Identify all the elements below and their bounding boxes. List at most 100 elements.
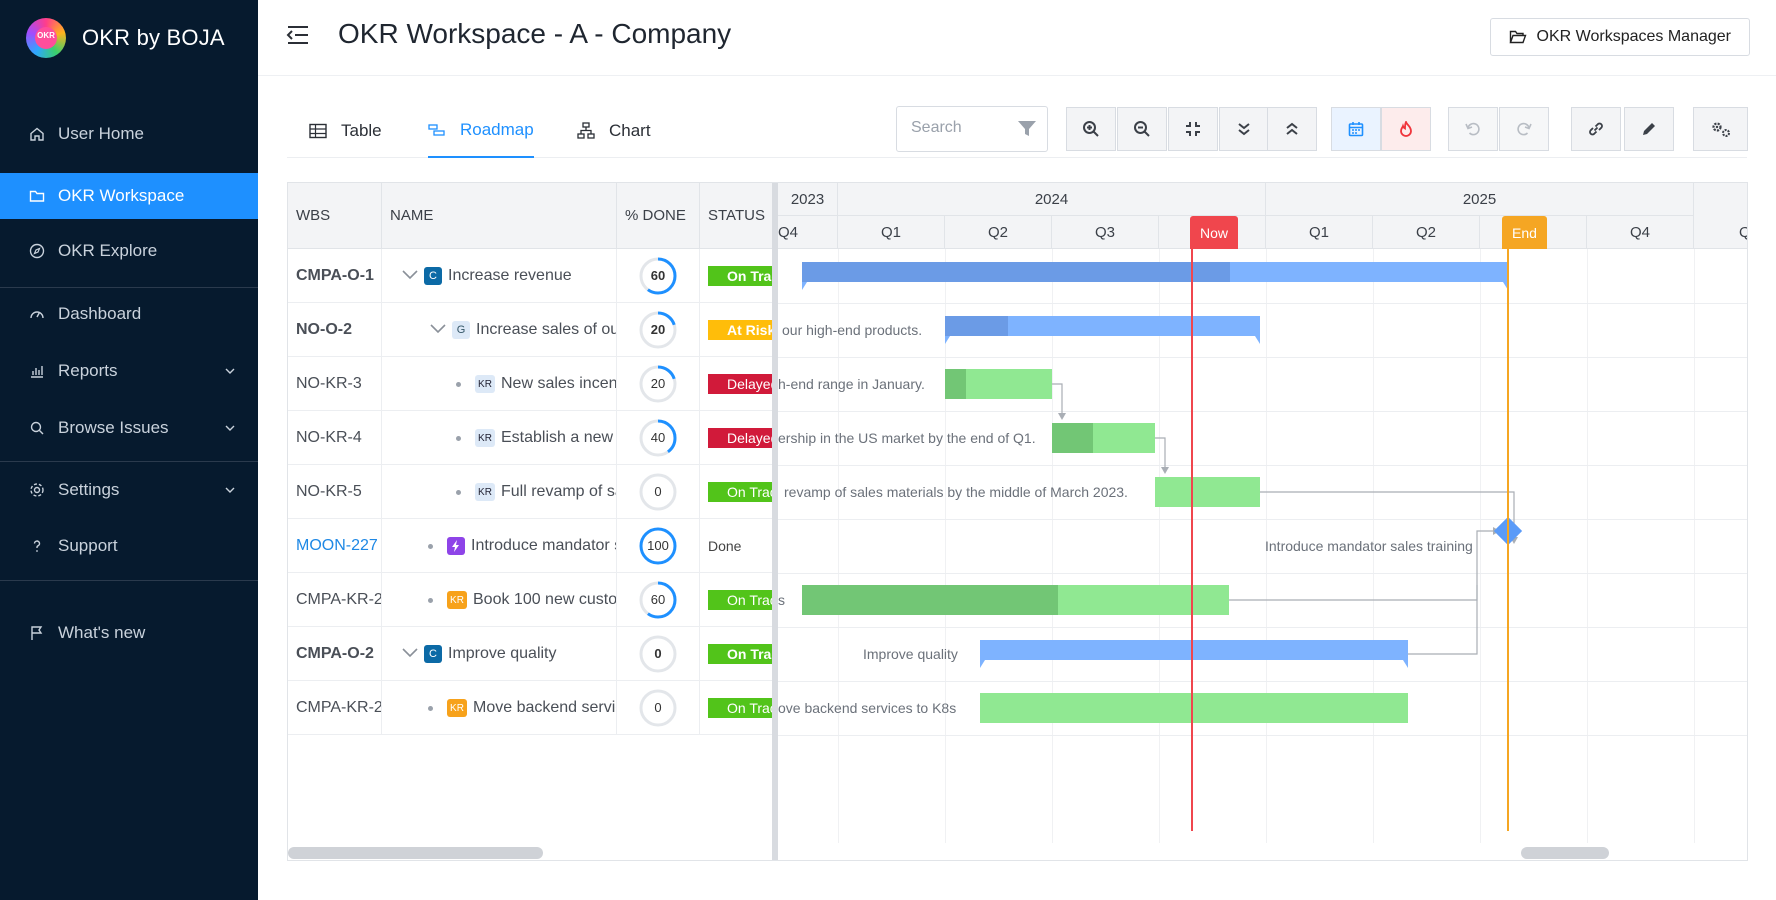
roadmap-icon [428, 124, 445, 136]
zoom-out-button[interactable] [1117, 107, 1167, 151]
table-row[interactable]: CMPA-O-1 C Increase revenue 60 On Track [288, 249, 776, 303]
bar-label: s [778, 592, 785, 608]
zoom-in-button[interactable] [1066, 107, 1116, 151]
table-row[interactable]: NO-KR-5 KR Full revamp of sales material… [288, 465, 776, 519]
roadmap-bar[interactable] [802, 262, 1508, 290]
sidebar-item-dashboard[interactable]: Dashboard [0, 291, 258, 337]
grid-line [838, 249, 839, 843]
timeline-quarter: Q1 [838, 216, 945, 249]
bar-label: h-end range in January. [778, 376, 925, 392]
redo-icon [1517, 122, 1532, 136]
progress-value: 20 [650, 376, 666, 391]
wbs-link[interactable]: MOON-227 [288, 519, 382, 573]
progress-value: 40 [650, 430, 666, 445]
column-header-status[interactable]: STATUS [700, 183, 776, 249]
timeline-quarter: Q1 [1266, 216, 1373, 249]
end-line [1507, 249, 1509, 831]
sidebar-item-okr-workspace[interactable]: OKR Workspace [0, 173, 258, 219]
item-name[interactable]: Increase sales of our high-end products. [476, 321, 616, 338]
progress-ring: 20 [638, 364, 678, 404]
table-row[interactable]: CMPA-KR-2 KR Move backend services to K8… [288, 681, 776, 735]
roadmap-bar[interactable] [980, 640, 1408, 668]
chevron-down-icon[interactable] [402, 267, 418, 285]
roadmap-bar[interactable] [945, 316, 1260, 344]
status-cell: Done [700, 519, 776, 573]
table-row[interactable]: NO-KR-4 KR Establish a new dealership in… [288, 411, 776, 465]
roadmap-bar[interactable] [980, 693, 1408, 723]
row-line [778, 681, 1747, 682]
key-result-icon: KR [447, 591, 467, 609]
tab-chart[interactable]: Chart [577, 104, 651, 158]
sidebar-item-support[interactable]: Support [0, 523, 258, 569]
item-name[interactable]: New sales incentives for the high-end ra… [501, 375, 617, 392]
brand[interactable]: OKR OKR by BOJA [26, 18, 225, 58]
end-marker: End [1502, 216, 1547, 249]
item-name[interactable]: Move backend services to K8s [473, 699, 616, 716]
tab-roadmap[interactable]: Roadmap [428, 104, 534, 158]
column-header-name[interactable]: NAME [382, 183, 617, 249]
collapse-all-button[interactable] [1267, 107, 1317, 151]
progress-ring: 60 [638, 580, 678, 620]
pane-resize-handle[interactable] [772, 183, 778, 860]
sidebar-divider [0, 287, 258, 288]
roadmap-bar[interactable] [802, 585, 1229, 615]
table-row[interactable]: NO-O-2 G Increase sales of our high-end … [288, 303, 776, 357]
home-icon [28, 125, 46, 143]
column-header-wbs[interactable]: WBS [288, 183, 382, 249]
view-tabs: Table Roadmap Chart [287, 104, 1747, 158]
redo-button[interactable] [1499, 107, 1549, 151]
bar-label: ership in the US market by the end of Q1… [778, 430, 1036, 446]
critical-path-button[interactable] [1381, 107, 1431, 151]
chevron-down-icon[interactable] [402, 645, 418, 663]
sidebar-item-whats-new[interactable]: What's new [0, 610, 258, 656]
chevron-down-icon[interactable] [430, 321, 446, 339]
sidebar: OKR OKR by BOJA User Home OKR Workspace … [0, 0, 258, 900]
progress-ring: 0 [638, 634, 678, 674]
undo-button[interactable] [1448, 107, 1498, 151]
item-name[interactable]: Book 100 new customers [473, 591, 617, 608]
filter-icon[interactable] [1017, 119, 1037, 144]
sidebar-item-label: Browse Issues [58, 418, 169, 437]
row-line [778, 519, 1747, 520]
row-line [778, 411, 1747, 412]
okr-grid: WBS NAME % DONE STATUS CMPA-O-1 C Increa… [287, 182, 1748, 861]
roadmap-bar[interactable] [1052, 423, 1155, 453]
fit-to-screen-button[interactable] [1168, 107, 1218, 151]
okr-workspaces-manager-button[interactable]: OKR Workspaces Manager [1489, 18, 1750, 56]
item-name[interactable]: Increase revenue [448, 267, 572, 284]
sidebar-item-okr-explore[interactable]: OKR Explore [0, 228, 258, 274]
gear-icon [28, 481, 46, 499]
sidebar-item-browse-issues[interactable]: Browse Issues [0, 405, 258, 451]
roadmap-bar[interactable] [1155, 477, 1260, 507]
item-name[interactable]: Improve quality [448, 645, 557, 662]
timeline-horizontal-scrollbar[interactable] [1521, 847, 1609, 859]
page-title: OKR Workspace - A - Company [338, 18, 732, 49]
item-name[interactable]: Full revamp of sales materials by the mi… [501, 483, 616, 500]
table-row[interactable]: NO-KR-3 KR New sales incentives for the … [288, 357, 776, 411]
settings-button[interactable] [1693, 107, 1748, 151]
table-row[interactable]: CMPA-O-2 C Improve quality 0 On Track [288, 627, 776, 681]
table-row[interactable]: MOON-227 Introduce mandator sales traini… [288, 519, 776, 573]
name-cell: C Improve quality [382, 627, 617, 681]
link-button[interactable] [1571, 107, 1621, 151]
menu-collapse-icon[interactable] [286, 24, 314, 50]
roadmap-bar[interactable] [945, 369, 1052, 399]
item-name[interactable]: Introduce mandator sales training [471, 537, 616, 554]
calendar-button[interactable] [1331, 107, 1381, 151]
sidebar-item-reports[interactable]: Reports [0, 348, 258, 394]
expand-all-button[interactable] [1219, 107, 1269, 151]
table-horizontal-scrollbar[interactable] [288, 847, 543, 859]
column-header-done[interactable]: % DONE [617, 183, 700, 249]
key-result-icon: KR [475, 483, 495, 501]
wbs-cell: NO-KR-5 [288, 465, 382, 519]
item-name[interactable]: Establish a new dealership in the US mar… [501, 429, 616, 446]
sidebar-item-user-home[interactable]: User Home [0, 111, 258, 157]
sidebar-item-settings[interactable]: Settings [0, 467, 258, 513]
status-cell: On Track [700, 249, 776, 303]
edit-button[interactable] [1624, 107, 1674, 151]
status-cell: On Track [700, 465, 776, 519]
table-row[interactable]: CMPA-KR-2 KR Book 100 new customers 60 O… [288, 573, 776, 627]
sidebar-divider [0, 580, 258, 581]
search-input[interactable] [911, 119, 1011, 137]
tab-table[interactable]: Table [309, 104, 382, 158]
